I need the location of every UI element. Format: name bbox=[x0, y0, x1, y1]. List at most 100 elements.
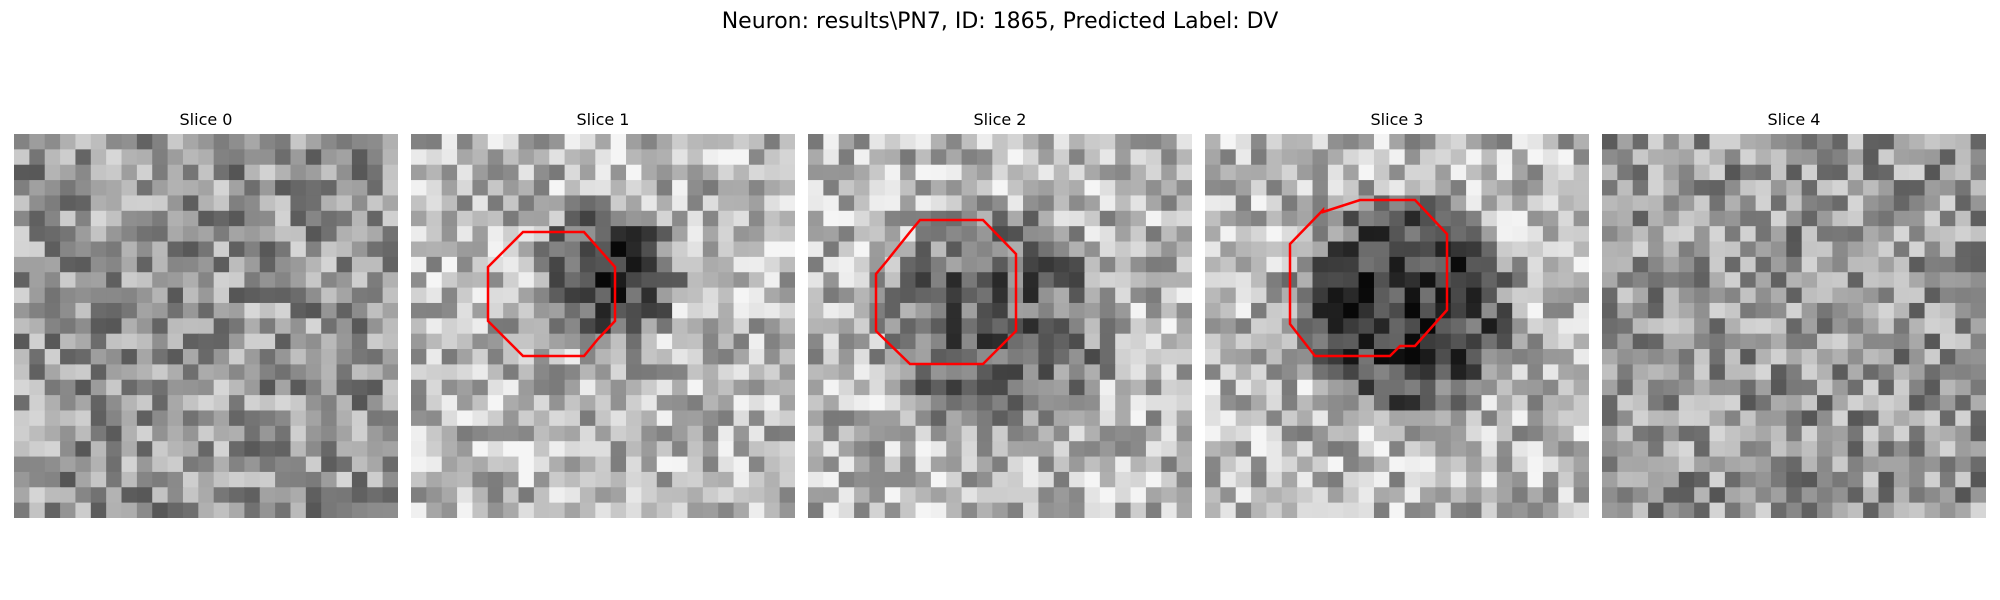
pixel bbox=[1663, 502, 1680, 518]
pixel bbox=[779, 287, 795, 304]
pixel bbox=[1466, 364, 1483, 381]
pixel bbox=[808, 287, 824, 304]
pixel bbox=[426, 395, 443, 412]
pixel bbox=[275, 471, 292, 488]
pixel bbox=[1373, 256, 1390, 273]
pixel bbox=[1909, 210, 1926, 227]
pixel bbox=[1235, 195, 1252, 212]
pixel bbox=[1450, 210, 1467, 227]
pixel bbox=[672, 272, 689, 289]
pixel bbox=[1648, 272, 1665, 289]
pixel bbox=[1053, 333, 1070, 350]
pixel bbox=[1573, 164, 1589, 181]
pixel bbox=[1817, 471, 1833, 488]
pixel bbox=[656, 241, 673, 258]
pixel bbox=[564, 241, 581, 258]
pixel bbox=[29, 210, 46, 227]
pixel bbox=[1115, 302, 1132, 319]
pixel bbox=[336, 379, 353, 396]
pixel bbox=[1373, 134, 1390, 150]
pixel bbox=[29, 364, 46, 381]
pixel bbox=[656, 134, 673, 150]
pixel bbox=[579, 379, 596, 396]
pixel bbox=[1632, 502, 1649, 518]
pixel bbox=[229, 456, 245, 473]
pixel bbox=[1724, 210, 1741, 227]
pixel bbox=[1694, 164, 1711, 181]
pixel bbox=[1663, 210, 1680, 227]
pixel bbox=[915, 471, 932, 488]
pixel bbox=[441, 410, 458, 427]
pixel bbox=[1801, 441, 1818, 458]
pixel bbox=[75, 241, 92, 258]
pixel bbox=[518, 318, 535, 335]
pixel bbox=[14, 226, 30, 243]
pixel bbox=[121, 364, 138, 381]
pixel bbox=[595, 272, 612, 289]
pixel bbox=[1801, 349, 1818, 365]
pixel bbox=[1358, 195, 1375, 212]
pixel bbox=[1343, 149, 1360, 166]
pixel bbox=[1023, 210, 1039, 227]
pixel bbox=[1327, 487, 1344, 504]
pixel bbox=[626, 302, 642, 319]
pixel bbox=[90, 256, 107, 273]
pixel bbox=[1435, 456, 1452, 473]
pixel bbox=[748, 471, 765, 488]
pixel bbox=[1970, 487, 1986, 504]
pixel bbox=[487, 256, 504, 273]
pixel bbox=[290, 149, 307, 166]
pixel bbox=[641, 471, 658, 488]
pixel bbox=[244, 164, 261, 181]
pixel bbox=[1235, 379, 1252, 396]
pixel bbox=[1145, 441, 1162, 458]
pixel bbox=[259, 272, 276, 289]
pixel bbox=[1358, 272, 1375, 289]
pixel bbox=[869, 134, 886, 150]
pixel bbox=[1205, 364, 1221, 381]
pixel bbox=[764, 410, 781, 427]
pixel bbox=[182, 149, 199, 166]
pixel bbox=[656, 256, 673, 273]
pixel bbox=[1084, 395, 1101, 412]
pixel bbox=[44, 272, 61, 289]
pixel bbox=[1512, 349, 1529, 365]
pixel bbox=[351, 487, 368, 504]
pixel bbox=[457, 441, 474, 458]
pixel bbox=[1955, 395, 1972, 412]
pixel bbox=[1770, 164, 1787, 181]
pixel bbox=[1955, 410, 1972, 427]
panel-title: Slice 0 bbox=[179, 110, 233, 129]
pixel bbox=[1312, 256, 1329, 273]
pixel bbox=[106, 471, 123, 488]
pixel bbox=[90, 456, 107, 473]
pixel bbox=[687, 471, 704, 488]
pixel bbox=[1251, 410, 1268, 427]
pixel bbox=[779, 410, 795, 427]
pixel bbox=[1007, 425, 1024, 442]
pixel bbox=[1909, 364, 1926, 381]
pixel bbox=[946, 256, 963, 273]
pixel bbox=[656, 149, 673, 166]
pixel bbox=[441, 195, 458, 212]
pixel bbox=[1281, 502, 1298, 518]
pixel bbox=[854, 425, 871, 442]
pixel bbox=[1466, 425, 1483, 442]
pixel bbox=[1558, 333, 1575, 350]
pixel bbox=[290, 456, 307, 473]
pixel bbox=[1266, 410, 1283, 427]
pixel bbox=[1251, 364, 1268, 381]
pixel bbox=[305, 441, 322, 458]
pixel bbox=[14, 441, 30, 458]
pixel bbox=[718, 287, 735, 304]
pixel bbox=[1115, 425, 1132, 442]
pixel bbox=[90, 149, 107, 166]
pixel bbox=[1801, 256, 1818, 273]
pixel bbox=[748, 210, 765, 227]
pixel bbox=[1970, 241, 1986, 258]
pixel bbox=[900, 410, 917, 427]
pixel bbox=[1099, 210, 1116, 227]
pixel bbox=[1573, 502, 1589, 518]
pixel bbox=[1893, 302, 1910, 319]
pixel bbox=[106, 256, 123, 273]
